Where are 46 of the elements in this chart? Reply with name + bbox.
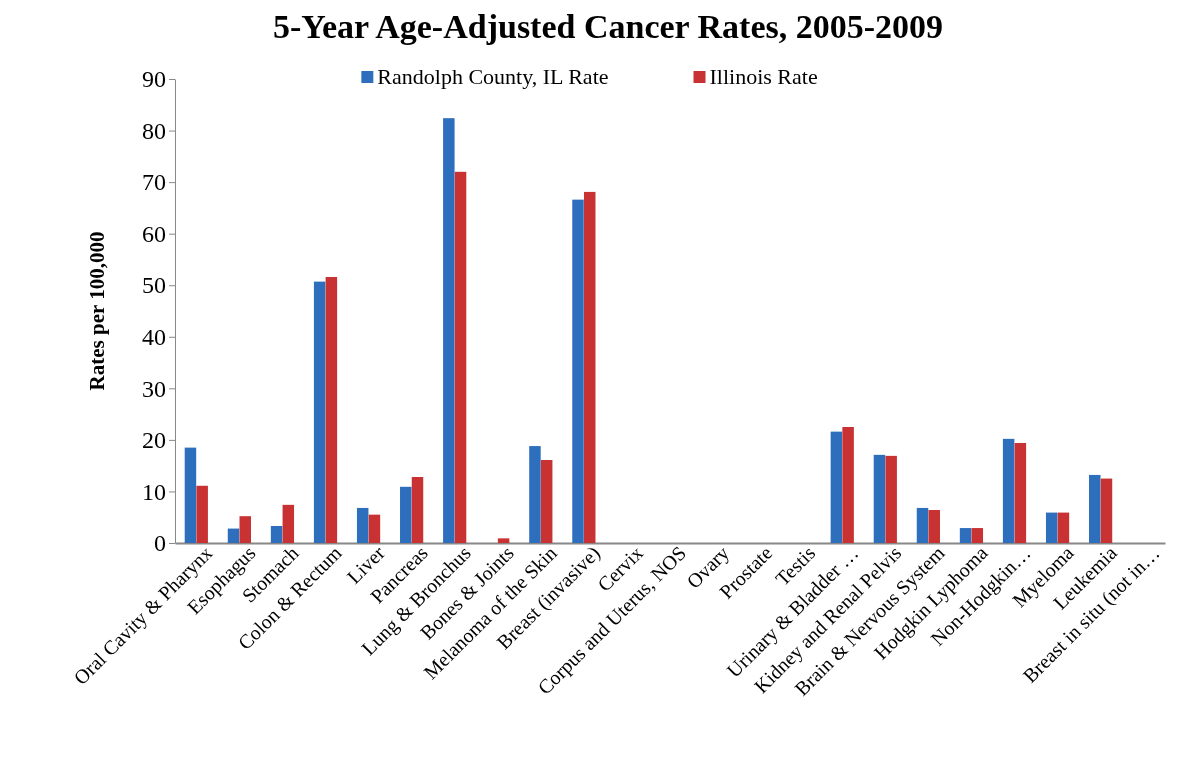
bar [239,516,251,543]
bar [443,118,455,543]
bar [916,507,929,543]
bar [572,199,584,543]
bar [411,477,424,543]
chart-title: 5-Year Age-Adjusted Cancer Rates, 2005-2009 [272,8,944,45]
y-tick-label: 40 [142,323,166,350]
y-tick-label: 30 [142,375,166,402]
y-tick-label: 10 [142,478,166,505]
bar [830,431,843,543]
bar [873,454,886,543]
bar [1002,438,1015,543]
bar [1045,512,1058,543]
bar [400,486,412,543]
y-tick-label: 70 [142,169,166,196]
bar [184,447,197,543]
bar [313,281,326,543]
bar [971,528,984,543]
bar [325,276,338,543]
bar [270,525,283,543]
y-tick-label: 60 [142,220,166,247]
bar [282,504,295,543]
bar [1014,442,1027,543]
y-axis-title: Rates per 100,000 [85,231,109,391]
y-tick-label: 80 [142,117,166,144]
bar [540,460,553,543]
legend-label: Randolph County, IL Rate [377,64,609,89]
bar [1057,512,1070,543]
bar [227,528,240,543]
y-tick-label: 50 [142,272,166,299]
bar [842,427,854,543]
bar [529,446,541,543]
bar [356,507,369,543]
legend-label: Illinois Rate [709,64,818,89]
bar [928,510,940,543]
bar [583,191,596,543]
bar [368,514,381,543]
bar [1100,478,1113,543]
bar [196,485,208,543]
y-tick-label: 20 [142,427,166,454]
bar [959,528,972,543]
bar [497,538,510,543]
y-tick-label: 90 [142,66,166,93]
bar [454,171,467,543]
bar [885,455,897,543]
bar [1089,474,1101,543]
